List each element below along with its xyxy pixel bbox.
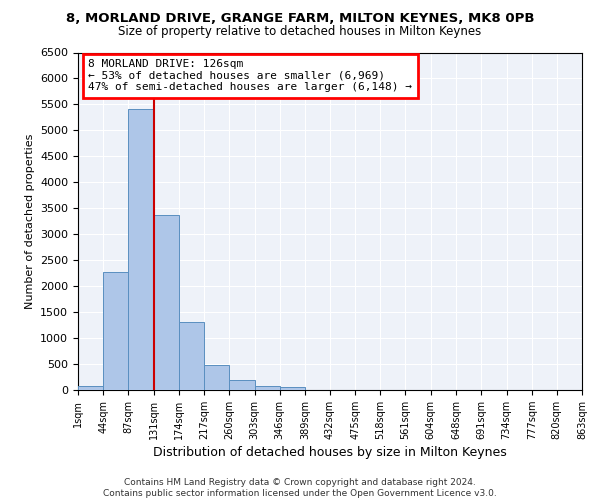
Text: Contains HM Land Registry data © Crown copyright and database right 2024.
Contai: Contains HM Land Registry data © Crown c… [103, 478, 497, 498]
Bar [204, 365, 229, 390]
Bar [128, 108, 154, 390]
Bar [280, 388, 305, 390]
Y-axis label: Number of detached properties: Number of detached properties [25, 134, 35, 309]
X-axis label: Distribution of detached houses by size in Milton Keynes: Distribution of detached houses by size … [153, 446, 507, 459]
Bar [103, 272, 128, 390]
Bar [154, 214, 179, 390]
Bar [229, 380, 254, 390]
Bar [254, 386, 280, 390]
Bar [179, 322, 204, 390]
Text: 8 MORLAND DRIVE: 126sqm
← 53% of detached houses are smaller (6,969)
47% of semi: 8 MORLAND DRIVE: 126sqm ← 53% of detache… [88, 59, 412, 92]
Text: Size of property relative to detached houses in Milton Keynes: Size of property relative to detached ho… [118, 25, 482, 38]
Text: 8, MORLAND DRIVE, GRANGE FARM, MILTON KEYNES, MK8 0PB: 8, MORLAND DRIVE, GRANGE FARM, MILTON KE… [66, 12, 534, 26]
Bar [78, 386, 103, 390]
